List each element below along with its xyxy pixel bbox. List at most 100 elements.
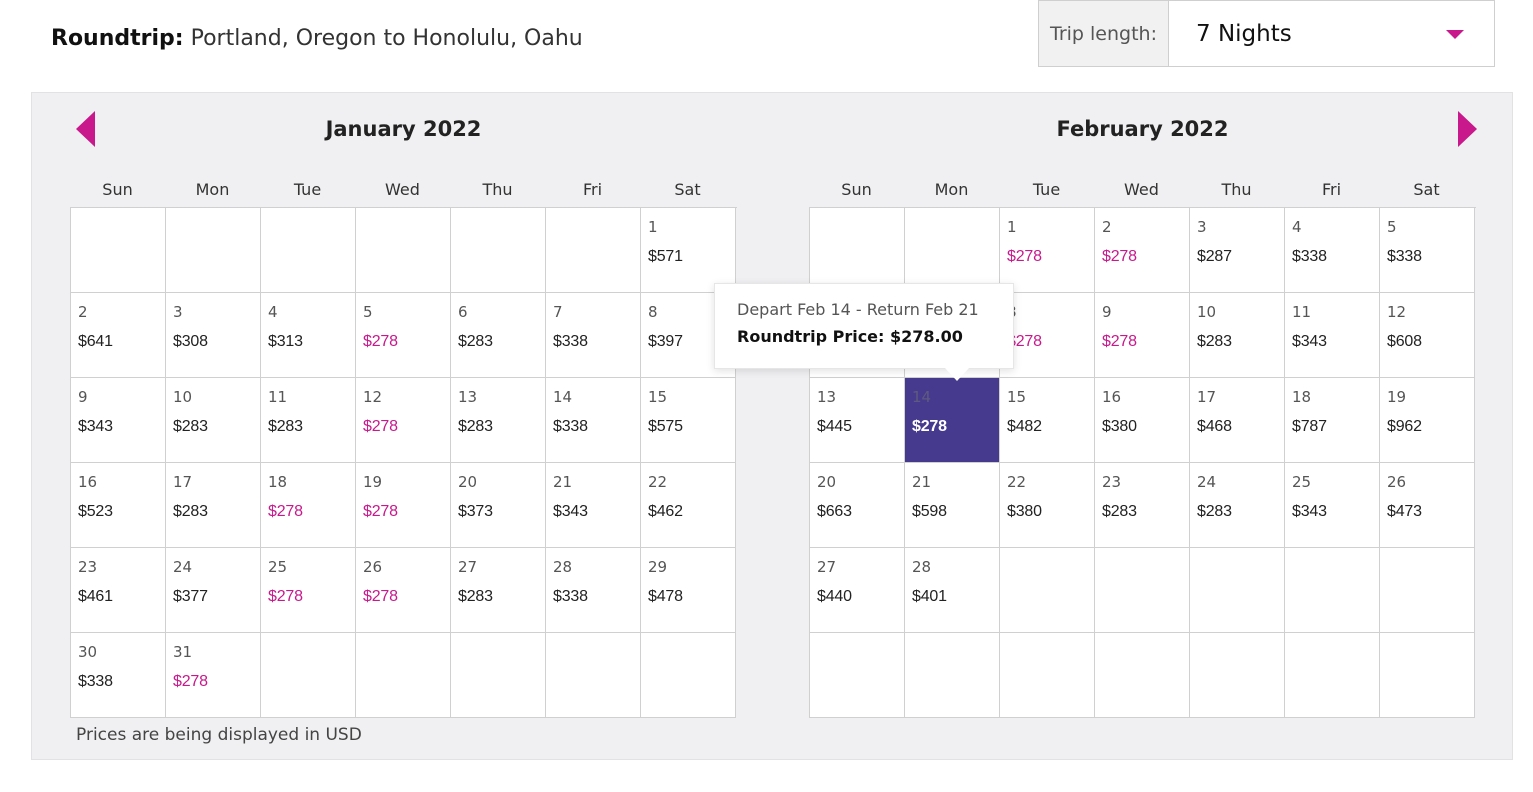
day-price: $962	[1387, 418, 1422, 435]
day-cell[interactable]: 11 $283	[261, 378, 356, 463]
day-price: $278	[363, 503, 398, 520]
day-price: $571	[648, 248, 683, 265]
day-number: 25	[268, 558, 288, 576]
day-number: 23	[78, 558, 98, 576]
day-cell[interactable]: 22 $380	[1000, 463, 1095, 548]
empty-cell	[1190, 548, 1285, 633]
day-price: $278	[1102, 333, 1137, 350]
day-cell[interactable]: 27 $283	[451, 548, 546, 633]
day-number: 24	[173, 558, 193, 576]
empty-cell	[810, 633, 905, 718]
tooltip-dates: Depart Feb 14 - Return Feb 21	[737, 300, 979, 319]
day-number: 4	[1292, 218, 1302, 236]
day-cell[interactable]: 20 $373	[451, 463, 546, 548]
day-cell[interactable]: 22 $462	[641, 463, 736, 548]
day-cell[interactable]: 15 $575	[641, 378, 736, 463]
day-cell[interactable]: 6 $283	[451, 293, 546, 378]
day-cell[interactable]: 28 $338	[546, 548, 641, 633]
day-cell[interactable]: 10 $283	[166, 378, 261, 463]
day-cell[interactable]: 16 $523	[71, 463, 166, 548]
day-cell[interactable]: 13 $445	[810, 378, 905, 463]
day-price: $468	[1197, 418, 1232, 435]
day-number: 28	[912, 558, 932, 576]
day-cell[interactable]: 30 $338	[71, 633, 166, 718]
day-number: 18	[268, 473, 288, 491]
day-cell[interactable]: 26 $473	[1380, 463, 1475, 548]
day-cell[interactable]: 1 $278	[1000, 208, 1095, 293]
day-cell[interactable]: 2 $641	[71, 293, 166, 378]
day-cell[interactable]: 7 $338	[546, 293, 641, 378]
day-cell[interactable]: 21 $343	[546, 463, 641, 548]
day-cell[interactable]: 3 $287	[1190, 208, 1285, 293]
day-cell[interactable]: 27 $440	[810, 548, 905, 633]
route-label: Roundtrip:	[51, 26, 184, 51]
day-cell[interactable]: 28 $401	[905, 548, 1000, 633]
day-cell[interactable]: 13 $283	[451, 378, 546, 463]
day-number: 7	[553, 303, 563, 321]
day-cell[interactable]: 9 $278	[1095, 293, 1190, 378]
empty-cell	[451, 208, 546, 293]
trip-length-select[interactable]: 7 Nights	[1169, 1, 1494, 66]
day-cell[interactable]: 4 $338	[1285, 208, 1380, 293]
day-cell[interactable]: 14 $278	[905, 378, 1000, 463]
day-cell[interactable]: 16 $380	[1095, 378, 1190, 463]
day-cell[interactable]: 14 $338	[546, 378, 641, 463]
day-cell[interactable]: 24 $377	[166, 548, 261, 633]
day-cell[interactable]: 5 $338	[1380, 208, 1475, 293]
day-cell[interactable]: 26 $278	[356, 548, 451, 633]
day-cell[interactable]: 4 $313	[261, 293, 356, 378]
caret-left-icon[interactable]	[76, 111, 95, 147]
day-price: $575	[648, 418, 683, 435]
day-cell[interactable]: 19 $962	[1380, 378, 1475, 463]
empty-cell	[546, 633, 641, 718]
weekday-label: Wed	[1124, 180, 1159, 199]
day-cell[interactable]: 12 $278	[356, 378, 451, 463]
day-cell[interactable]: 8 $278	[1000, 293, 1095, 378]
day-price: $338	[553, 333, 588, 350]
day-cell[interactable]: 31 $278	[166, 633, 261, 718]
day-cell[interactable]: 23 $461	[71, 548, 166, 633]
day-cell[interactable]: 25 $278	[261, 548, 356, 633]
day-price: $278	[1007, 333, 1042, 350]
day-cell[interactable]: 19 $278	[356, 463, 451, 548]
day-cell[interactable]: 12 $608	[1380, 293, 1475, 378]
day-price: $278	[363, 333, 398, 350]
day-number: 5	[363, 303, 373, 321]
day-cell[interactable]: 11 $343	[1285, 293, 1380, 378]
day-price: $283	[1197, 503, 1232, 520]
day-cell[interactable]: 21 $598	[905, 463, 1000, 548]
day-cell[interactable]: 25 $343	[1285, 463, 1380, 548]
day-cell[interactable]: 15 $482	[1000, 378, 1095, 463]
day-cell[interactable]: 23 $283	[1095, 463, 1190, 548]
weekday-label: Thu	[1221, 180, 1252, 199]
day-number: 16	[78, 473, 98, 491]
day-price: $283	[173, 503, 208, 520]
empty-cell	[71, 208, 166, 293]
route-value: Portland, Oregon to Honolulu, Oahu	[190, 26, 583, 51]
day-cell[interactable]: 17 $283	[166, 463, 261, 548]
caret-right-icon[interactable]	[1458, 111, 1477, 147]
day-price: $663	[817, 503, 852, 520]
day-price: $343	[1292, 333, 1327, 350]
day-price: $278	[1102, 248, 1137, 265]
day-cell[interactable]: 18 $787	[1285, 378, 1380, 463]
day-cell[interactable]: 3 $308	[166, 293, 261, 378]
day-number: 19	[1387, 388, 1407, 406]
day-cell[interactable]: 5 $278	[356, 293, 451, 378]
day-cell[interactable]: 24 $283	[1190, 463, 1285, 548]
day-cell[interactable]: 20 $663	[810, 463, 905, 548]
day-cell[interactable]: 29 $478	[641, 548, 736, 633]
empty-cell	[356, 633, 451, 718]
day-cell[interactable]: 1 $571	[641, 208, 736, 293]
day-price: $287	[1197, 248, 1232, 265]
day-cell[interactable]: 17 $468	[1190, 378, 1285, 463]
day-price: $523	[78, 503, 113, 520]
day-cell[interactable]: 18 $278	[261, 463, 356, 548]
day-price: $397	[648, 333, 683, 350]
empty-cell	[451, 633, 546, 718]
day-cell[interactable]: 9 $343	[71, 378, 166, 463]
day-price: $283	[268, 418, 303, 435]
day-cell[interactable]: 10 $283	[1190, 293, 1285, 378]
day-price: $445	[817, 418, 852, 435]
day-cell[interactable]: 2 $278	[1095, 208, 1190, 293]
